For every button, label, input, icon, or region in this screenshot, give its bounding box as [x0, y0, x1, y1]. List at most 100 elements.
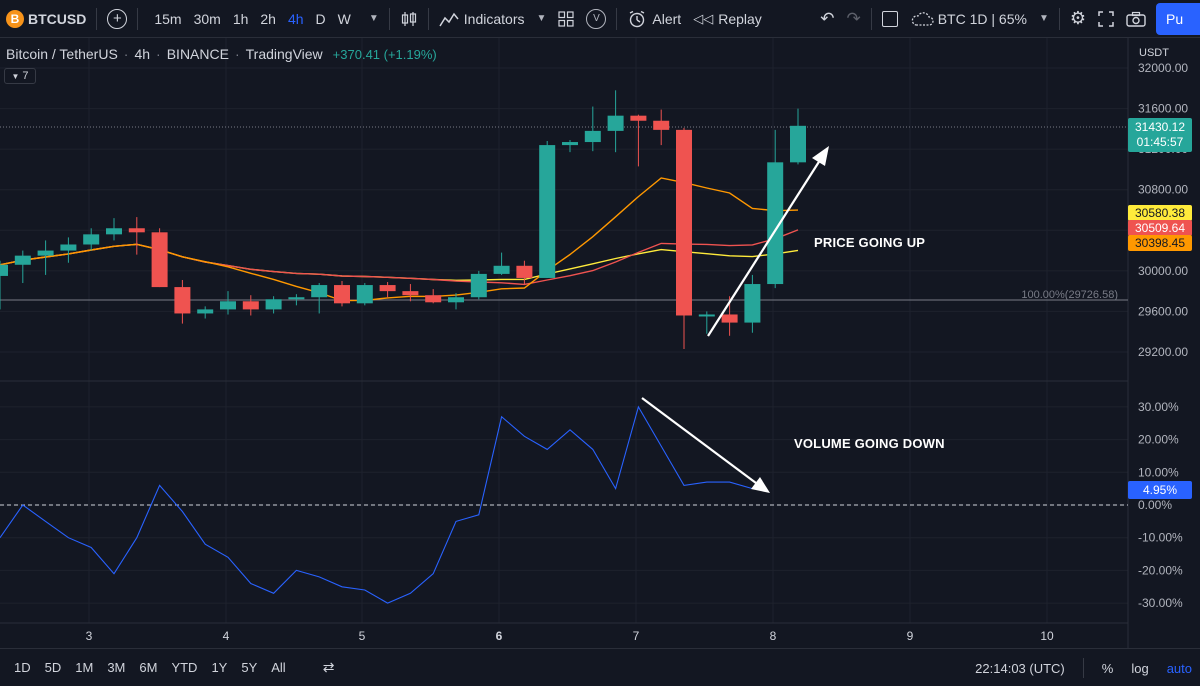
- percent-toggle[interactable]: %: [1101, 660, 1114, 676]
- candle-body: [174, 287, 191, 314]
- toolbar-divider: [1058, 7, 1060, 30]
- price-tick: 30800.00: [1138, 183, 1188, 197]
- volume-down-arrow: [641, 397, 770, 493]
- divider: [1082, 658, 1084, 678]
- toolbar-divider: [96, 7, 98, 30]
- timeframe-W[interactable]: W: [337, 10, 351, 27]
- candle-body: [379, 285, 396, 292]
- time-label: 5: [359, 629, 366, 643]
- fib-label: 100.00%(29726.58): [1021, 289, 1118, 301]
- toolbar-divider: [616, 7, 618, 30]
- candle-body: [676, 129, 692, 316]
- indicators-label: Indicators: [463, 10, 525, 27]
- fullscreen-button[interactable]: [1092, 0, 1120, 38]
- interval-label: 4h: [134, 46, 151, 62]
- bar-countdown: 01:45:57: [1136, 135, 1184, 149]
- range-1d[interactable]: 1D: [14, 660, 31, 675]
- symbol-search[interactable]: B BTCUSD: [0, 0, 92, 38]
- indicators-collapse-toggle[interactable]: ▼ 7: [4, 68, 36, 84]
- undo-icon: ↶: [820, 8, 835, 28]
- ma-price-label: 30580.38: [1128, 205, 1192, 221]
- range-all[interactable]: All: [271, 660, 286, 675]
- timeframe-2h[interactable]: 2h: [260, 10, 276, 27]
- indicators-button[interactable]: Indicators: [433, 0, 531, 38]
- indicator-value-label: 4.95%: [1128, 481, 1192, 499]
- compare-symbol-button[interactable]: +: [101, 0, 133, 38]
- chevron-down-icon[interactable]: ▼: [368, 13, 379, 24]
- toolbar-divider: [427, 7, 429, 30]
- range-5d[interactable]: 5D: [44, 660, 62, 675]
- toolbar-divider: [388, 7, 390, 30]
- time-label: 3: [86, 629, 93, 643]
- layout-name-button[interactable]: BTC 1D | 65%: [904, 0, 1033, 38]
- price-tick: 29200.00: [1138, 345, 1188, 359]
- range-1y[interactable]: 1Y: [211, 660, 228, 675]
- candle-body: [493, 265, 510, 274]
- timeframe-D[interactable]: D: [315, 10, 326, 27]
- candle-body: [698, 314, 715, 317]
- price-tick: 30000.00: [1138, 264, 1188, 278]
- chart-legend[interactable]: Bitcoin / TetherUS · 4h · BINANCE · Trad…: [6, 46, 437, 62]
- range-6m[interactable]: 6M: [139, 660, 158, 675]
- indicator-tick: 10.00%: [1138, 465, 1179, 479]
- indicator-series: [0, 405, 753, 604]
- version-button[interactable]: V: [580, 0, 612, 38]
- range-3m[interactable]: 3M: [107, 660, 126, 675]
- timeframe-30m[interactable]: 30m: [193, 10, 221, 27]
- cloud-icon: [911, 11, 934, 26]
- chevron-icon: ▼: [11, 71, 20, 81]
- replay-label: Replay: [718, 10, 762, 27]
- time-label: 10: [1040, 629, 1054, 643]
- top-toolbar: B BTCUSD + 15m 30m 1h 2h 4h D W ▼ Indicators ▼…: [0, 0, 1200, 38]
- range-ytd[interactable]: YTD: [171, 660, 198, 675]
- undo-button[interactable]: ↶: [814, 0, 840, 38]
- square-icon: [881, 10, 898, 27]
- log-toggle[interactable]: log: [1131, 660, 1149, 676]
- source-label: TradingView: [245, 46, 323, 62]
- grid-icon: [558, 10, 575, 27]
- timeframe-1h[interactable]: 1h: [232, 10, 249, 27]
- bottom-toolbar: 1D 5D 1M 3M 6M YTD 1Y 5Y All ⇄ 22:14:03 (UTC) % …: [0, 648, 1200, 686]
- candle-body: [425, 295, 442, 303]
- time-label: 7: [633, 629, 640, 643]
- candle-body: [448, 297, 464, 303]
- candle-body: [60, 244, 77, 251]
- candle-body: [220, 301, 236, 310]
- auto-toggle[interactable]: auto: [1166, 660, 1192, 676]
- candle-body: [0, 264, 8, 276]
- price-up-arrow: [707, 146, 829, 337]
- chart-grid: [0, 38, 1128, 623]
- publish-button[interactable]: Pu: [1156, 3, 1200, 35]
- volume-annotation: VOLUME GOING DOWN: [794, 436, 945, 451]
- goto-date-icon[interactable]: ⇄: [322, 659, 335, 675]
- layout-name-label: BTC 1D | 65%: [937, 10, 1027, 27]
- range-5y[interactable]: 5Y: [241, 660, 258, 675]
- pair-name: Bitcoin / TetherUS: [6, 46, 118, 62]
- replay-button[interactable]: ◁◁ Replay: [687, 0, 768, 38]
- settings-button[interactable]: ⚙: [1064, 0, 1092, 38]
- candle-body: [790, 125, 806, 163]
- candle-body: [265, 299, 282, 310]
- separator-dot: ·: [156, 46, 161, 62]
- redo-button[interactable]: ↷: [840, 0, 866, 38]
- candle-body: [584, 130, 601, 143]
- layout-button[interactable]: [876, 0, 904, 38]
- rewind-icon: ◁◁: [693, 10, 714, 26]
- alert-button[interactable]: Alert: [621, 0, 687, 38]
- timeframe-4h[interactable]: 4h: [287, 10, 304, 27]
- snapshot-button[interactable]: [1120, 0, 1152, 38]
- range-1m[interactable]: 1M: [75, 660, 94, 675]
- candle-body: [83, 234, 100, 245]
- time-label: 4: [223, 629, 230, 643]
- clock-time[interactable]: 22:14:03 (UTC): [975, 660, 1065, 676]
- chart-type-button[interactable]: [394, 0, 424, 38]
- candle-body: [402, 291, 419, 296]
- ma-orange-line: [0, 177, 799, 302]
- templates-button[interactable]: [552, 0, 580, 38]
- chevron-down-icon[interactable]: ▼: [1038, 13, 1049, 24]
- chevron-down-icon[interactable]: ▼: [536, 13, 547, 24]
- fullscreen-icon: [1098, 10, 1114, 27]
- chart-canvas[interactable]: 32000.0031600.0031200.0030800.0030400.00…: [0, 38, 1200, 648]
- candle-body: [721, 314, 738, 323]
- timeframe-15m[interactable]: 15m: [154, 10, 182, 27]
